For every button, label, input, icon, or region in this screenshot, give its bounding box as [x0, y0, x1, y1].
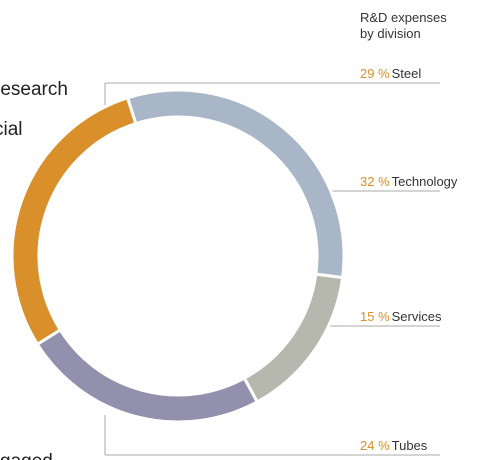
donut-segment — [242, 272, 345, 404]
chart-title: by division — [360, 26, 421, 41]
donut-segment — [35, 327, 260, 424]
category-label: Tubes — [392, 438, 428, 453]
donut-segment — [125, 88, 346, 280]
category-label: Steel — [392, 66, 422, 81]
segment-label: 15 % Services — [360, 309, 442, 324]
annotation: cial — [0, 119, 23, 140]
value-label: 15 % — [360, 309, 390, 324]
segment-label: 32 % Technology — [360, 174, 458, 189]
value-label: 32 % — [360, 174, 390, 189]
chart-title: R&D expenses — [360, 10, 447, 25]
value-label: 24 % — [360, 438, 390, 453]
category-label: Services — [392, 309, 442, 324]
annotation: research — [0, 79, 68, 100]
segment-label: 24 % Tubes — [360, 438, 428, 453]
value-label: 29 % — [360, 66, 390, 81]
segment-label: 29 % Steel — [360, 66, 421, 81]
category-label: Technology — [392, 174, 458, 189]
annotation: gaged — [0, 451, 53, 460]
donut-segment — [10, 95, 138, 347]
